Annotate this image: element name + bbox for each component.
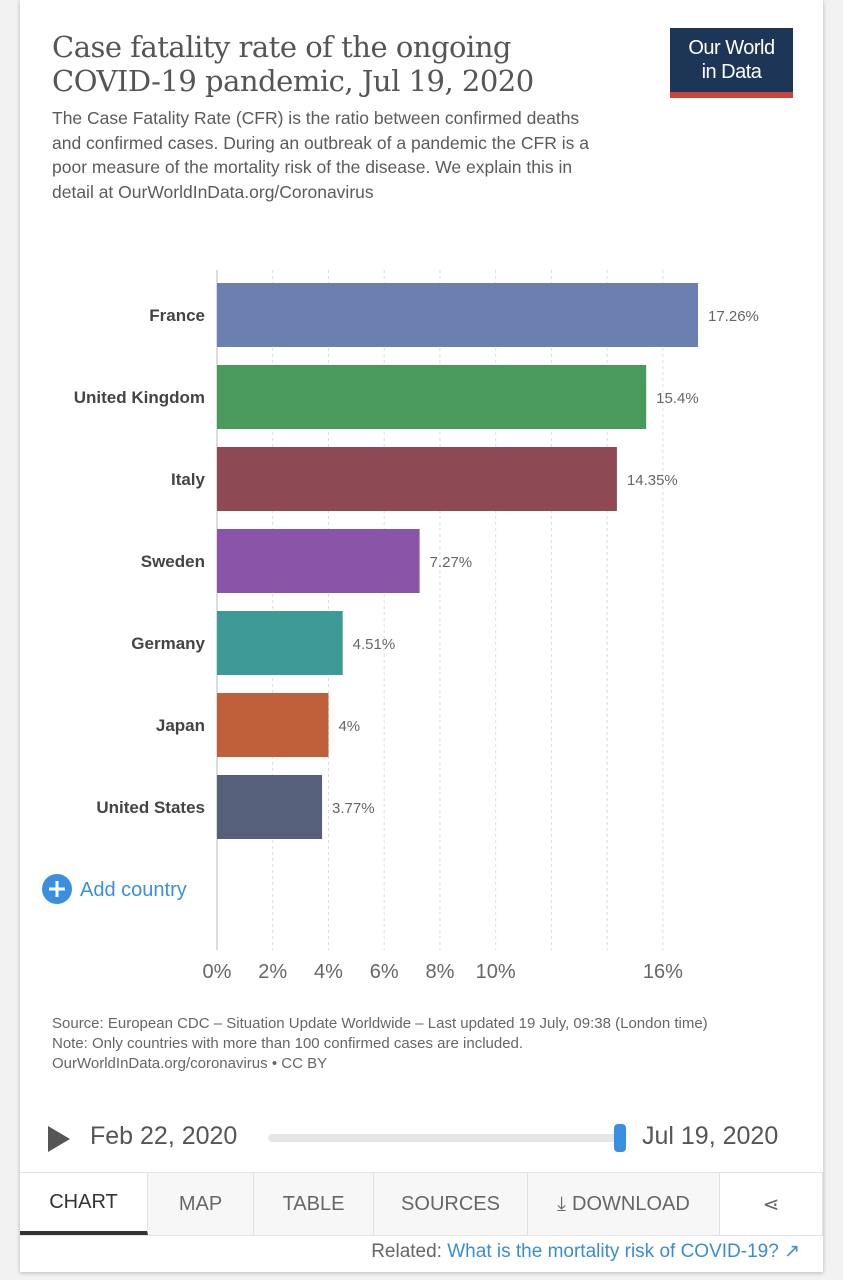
source-note: Source: European CDC – Situation Update … (52, 1015, 708, 1032)
bar-united-kingdom[interactable] (217, 365, 647, 429)
x-tick-label: 6% (370, 961, 399, 983)
share-icon: ⋖ (762, 1193, 780, 1216)
chart-notes: Source: European CDC – Situation Update … (52, 1014, 752, 1074)
bar-sweden[interactable] (217, 529, 420, 593)
timeline-handle[interactable] (614, 1124, 626, 1152)
related-link-row: Related: What is the mortality risk of C… (20, 1240, 800, 1263)
value-label: 15.4% (656, 390, 699, 407)
related-label: Related: (371, 1241, 442, 1262)
value-label: 7.27% (430, 554, 473, 571)
bar-germany[interactable] (217, 611, 343, 675)
tab-table[interactable]: TABLE (254, 1173, 374, 1235)
bar-italy[interactable] (217, 447, 617, 511)
bar-japan[interactable] (217, 693, 329, 757)
bar-chart: France 17.26% United Kingdom 15.4% Italy 14.3… (42, 270, 759, 983)
bar-france[interactable] (217, 283, 698, 347)
category-label: France (149, 306, 205, 325)
add-country-button[interactable]: Add country (42, 874, 187, 904)
license-note: OurWorldInData.org/coronavirus • CC BY (52, 1055, 328, 1072)
tab-sources[interactable]: SOURCES (374, 1173, 528, 1235)
download-label: DOWNLOAD (572, 1192, 690, 1215)
category-label: United States (96, 798, 205, 817)
plus-glyph (49, 881, 65, 897)
tab-bar: CHART MAP TABLE SOURCES ⤓ DOWNLOAD ⋖ (20, 1172, 823, 1236)
logo-line-2: in Data (701, 61, 762, 83)
category-label: Germany (131, 634, 205, 653)
chart-card (20, 0, 823, 1272)
x-tick-label: 16% (643, 961, 683, 983)
category-label: Japan (156, 716, 205, 735)
x-tick-label: 4% (314, 961, 343, 983)
bar-united-states[interactable] (217, 775, 323, 839)
tab-chart[interactable]: CHART (20, 1173, 148, 1235)
timeline: Feb 22, 2020 Jul 19, 2020 (48, 1120, 808, 1156)
owid-logo[interactable]: Our World in Data (670, 28, 793, 98)
related-link[interactable]: What is the mortality risk of COVID-19? (447, 1241, 779, 1262)
timeline-start: Feb 22, 2020 (90, 1122, 238, 1150)
value-label: 4% (338, 718, 360, 735)
share-button[interactable]: ⋖ (720, 1173, 823, 1235)
value-label: 14.35% (627, 472, 678, 489)
x-tick-label: 2% (258, 961, 287, 983)
value-label: 4.51% (353, 636, 396, 653)
logo-line-1: Our World (688, 37, 775, 59)
value-label: 17.26% (708, 308, 759, 325)
x-tick-label: 0% (203, 961, 232, 983)
value-label: 3.77% (332, 800, 375, 817)
timeline-slider[interactable] (268, 1134, 618, 1142)
play-icon[interactable] (48, 1126, 70, 1152)
category-label: Italy (171, 470, 206, 489)
category-label: Sweden (141, 552, 205, 571)
add-country-label: Add country (80, 879, 187, 901)
chart-subtitle: The Case Fatality Rate (CFR) is the rati… (52, 108, 589, 202)
category-label: United Kingdom (74, 388, 205, 407)
chart-title: Case fatality rate of the ongoing COVID-… (52, 30, 534, 98)
note-text: Note: Only countries with more than 100 … (52, 1035, 524, 1052)
tab-map[interactable]: MAP (148, 1173, 254, 1235)
timeline-end: Jul 19, 2020 (642, 1122, 779, 1150)
download-icon: ⤓ (557, 1192, 567, 1215)
x-tick-label: 10% (476, 961, 516, 983)
x-tick-label: 8% (425, 961, 454, 983)
tab-download[interactable]: ⤓ DOWNLOAD (528, 1173, 720, 1235)
external-link-icon[interactable]: ↗ (784, 1241, 800, 1262)
